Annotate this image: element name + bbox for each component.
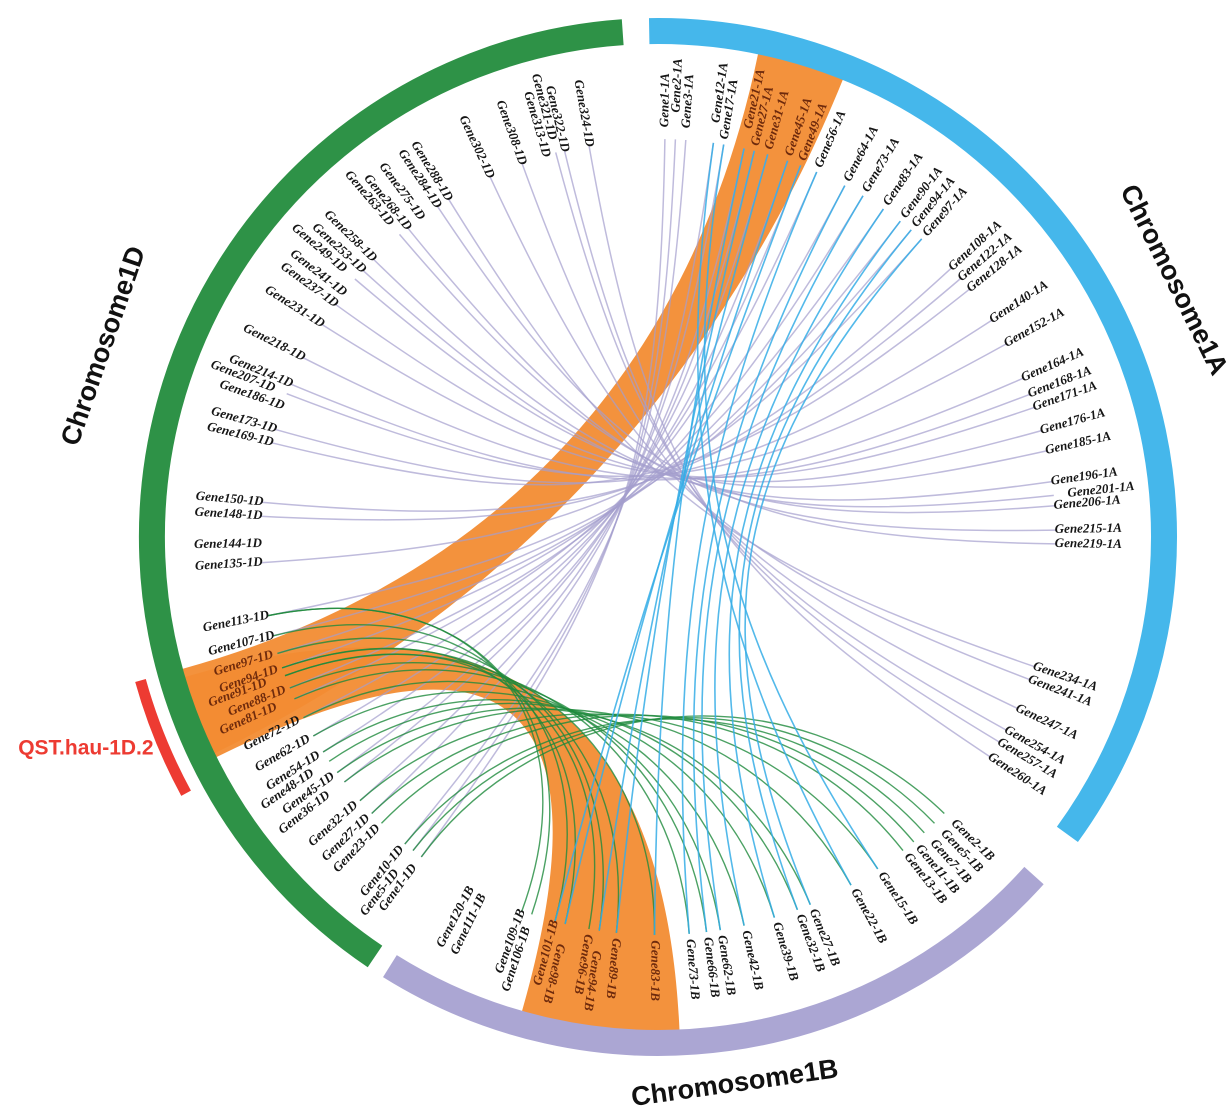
link-line-db [412, 717, 936, 852]
gene-label: Gene219-1A [1055, 535, 1123, 551]
gene-label: Gene66-1B [701, 936, 723, 998]
gene-label: Gene148-1D [194, 504, 263, 523]
chromosome-1B-label: Chromosome1B [629, 1053, 840, 1112]
gene-label: Gene3-1A [678, 73, 697, 128]
link-line-db [294, 669, 708, 933]
link-line-db [284, 653, 596, 930]
link-line-ad [290, 377, 1024, 481]
gene-label: Gene135-1D [194, 553, 263, 572]
link-line-ab [703, 144, 879, 870]
qtl-label: QST.hau-1D.2 [18, 736, 153, 759]
link-line-ab [714, 208, 885, 926]
gene-label: Gene308-1D [494, 98, 532, 167]
gene-label: Gene83-1B [648, 940, 664, 1001]
link-line-db [312, 691, 745, 926]
link-line-ad [521, 162, 1018, 709]
link-line-ab [701, 195, 864, 931]
link-line-ab [728, 220, 901, 918]
link-line-ad [447, 198, 1035, 668]
link-line-ad [404, 139, 687, 845]
link-line-ad [336, 150, 756, 774]
link-line-ab [744, 238, 923, 906]
link-line-ab [738, 229, 912, 911]
link-line-ad [272, 220, 901, 637]
link-line-ad [489, 175, 1030, 681]
link-line-ab [554, 165, 802, 922]
link-line-ad [371, 142, 715, 815]
gene-label: Gene144-1D [194, 535, 263, 551]
link-line-ad [271, 288, 970, 486]
link-line-db [328, 702, 799, 911]
gene-label: Gene42-1B [739, 929, 767, 992]
gene-label: Gene1-1A [656, 73, 672, 128]
link-line-ad [436, 205, 1056, 545]
gene-label: Gene22-1B [848, 885, 891, 946]
link-line-ad [260, 238, 923, 564]
gene-label: Gene150-1D [195, 488, 265, 509]
link-line-ad [588, 144, 991, 758]
link-line-ad [261, 277, 962, 512]
gene-label: Gene302-1D [456, 113, 499, 181]
link-line-db [343, 708, 852, 886]
chromosome-arc-1A [648, 18, 1178, 843]
gene-label: Gene15-1B [876, 868, 922, 927]
gene-label: Gene89-1B [604, 938, 625, 1000]
link-line-db [371, 713, 904, 852]
gene-label: Gene324-1D [572, 78, 599, 148]
link-line-ab [692, 185, 846, 933]
link-line-ab [681, 171, 818, 934]
link-line-db [303, 680, 721, 931]
link-line-ab [696, 142, 852, 886]
link-line-db [404, 718, 925, 845]
link-line-ad [286, 343, 1007, 478]
link-line-ad [563, 150, 1000, 743]
gene-label: Gene73-1B [684, 938, 704, 1000]
gene-label: Gene2-1A [668, 58, 685, 113]
chromosome-arc-1D [138, 19, 624, 968]
chromosome-1D-label: Chromosome1D [55, 242, 151, 449]
gene-label: Gene206-1A [1053, 492, 1121, 512]
gene-label: Gene39-1B [770, 920, 802, 983]
link-line-ad [302, 356, 1030, 480]
link-line-ab [653, 148, 745, 936]
link-line-ad [372, 258, 1054, 508]
link-line-ab [598, 154, 769, 931]
qtl-arc [135, 679, 191, 796]
gene-label: Gene215-1A [1055, 520, 1123, 536]
link-line-db [289, 662, 690, 934]
link-line-ad [406, 227, 1056, 532]
link-line-db [277, 637, 604, 931]
link-line-db [267, 607, 544, 912]
link-line-db [272, 624, 568, 922]
gene-label: Gene201-1A [1067, 478, 1136, 500]
link-line-db [322, 699, 776, 918]
link-line-ad [294, 171, 818, 700]
chromosome-arc-1B [383, 866, 1044, 1056]
